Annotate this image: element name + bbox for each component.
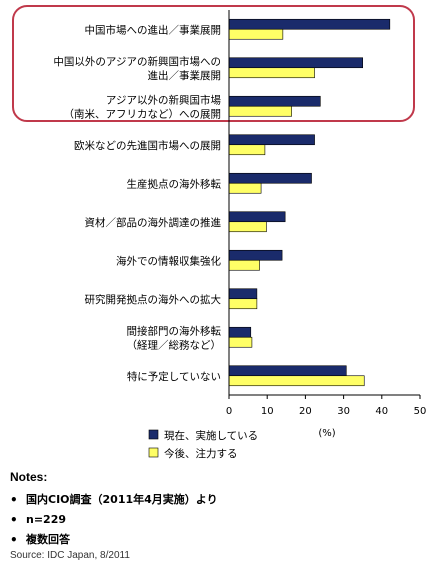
bar-future [228,259,260,271]
note-item: • n=229 [10,510,430,530]
bar-current [228,95,321,107]
bar-chart: 中国市場への進出／事業展開中国以外のアジアの新興国市場への進出／事業展開アジア以… [12,5,427,460]
bar-current [228,249,283,261]
category-label: 特に予定していない [127,370,221,383]
category-labels: 中国市場への進出／事業展開中国以外のアジアの新興国市場への進出／事業展開アジア以… [53,23,221,383]
bar-current [228,365,347,377]
category-label: 欧米などの先進国市場への展開 [74,139,221,152]
bar-future [228,336,253,348]
bullet-icon: • [10,493,18,507]
tick-label: 20 [299,406,312,417]
category-label: 研究開発拠点の海外への拡大 [85,293,222,306]
bar-future [228,182,262,194]
bar-future [228,375,365,387]
legend-swatch [148,429,159,440]
highlight-box [12,5,415,122]
category-label: 中国以外のアジアの新興国市場への [53,55,221,68]
bar-current [228,172,312,184]
bar-future [228,298,258,310]
bar-current [228,211,286,223]
bar-future [228,105,292,117]
tick-label: 50 [414,406,427,417]
bar-current [228,288,258,300]
category-label: アジア以外の新興国市場 [106,93,222,106]
bar-future [228,144,266,156]
x-axis-unit-label: (%) [318,428,335,439]
note-item: • 国内CIO調査（2011年4月実施）より [10,490,430,510]
category-label: 間接部門の海外移転 [127,324,222,337]
note-item: • 複数回答 [10,530,430,550]
bar-future [228,67,315,79]
bar-current [228,18,391,30]
tick-label: 10 [261,406,274,417]
notes-section: Notes: • 国内CIO調査（2011年4月実施）より • n=229 • 複数回… [10,470,430,571]
note-text: n=229 [26,513,67,526]
source-text: Source: IDC Japan, 8/2011 [10,550,130,561]
x-axis-ticks: 0 10 20 30 40 50 [226,395,427,417]
category-label: 海外での情報収集強化 [116,254,221,267]
legend-swatch [148,447,159,458]
legend-label: 今後、注力する [164,447,238,460]
category-label: （南米、アフリカなど）への展開 [64,107,222,120]
category-label: 中国市場への進出／事業展開 [85,23,222,36]
legend-label: 現在、実施している [164,429,258,442]
bars-group [228,18,391,387]
category-label: 進出／事業展開 [148,69,222,82]
bullet-icon: • [10,513,18,527]
tick-label: 40 [375,406,388,417]
notes-list: • 国内CIO調査（2011年4月実施）より • n=229 • 複数回答 [10,490,430,550]
bar-current [228,326,252,338]
note-text: 複数回答 [26,533,70,546]
category-label: 資材／部品の海外調達の推進 [85,216,222,229]
note-text: 国内CIO調査（2011年4月実施）より [26,493,218,506]
bar-future [228,221,267,233]
bar-future [228,28,284,40]
notes-title: Notes: [10,470,48,484]
tick-label: 0 [226,406,232,417]
bullet-icon: • [10,533,18,547]
bar-current [228,134,315,146]
bar-current [228,57,363,69]
tick-label: 30 [337,406,350,417]
category-label: 生産拠点の海外移転 [127,177,222,190]
category-label: （経理／総務など） [127,338,222,351]
